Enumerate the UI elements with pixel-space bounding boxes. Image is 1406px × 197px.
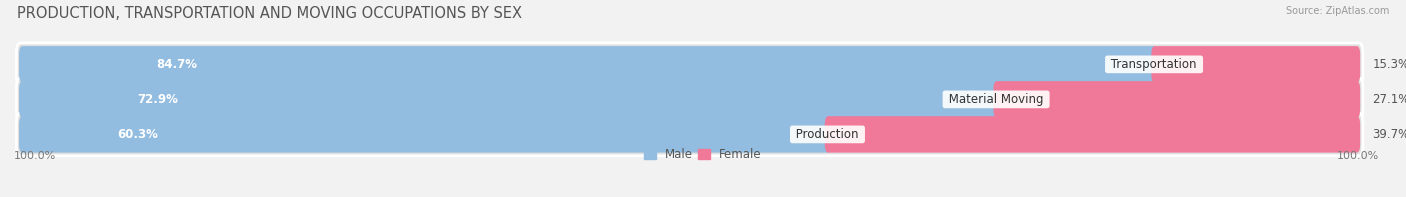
Text: PRODUCTION, TRANSPORTATION AND MOVING OCCUPATIONS BY SEX: PRODUCTION, TRANSPORTATION AND MOVING OC… bbox=[17, 6, 522, 21]
Text: 100.0%: 100.0% bbox=[1337, 151, 1379, 161]
Text: 39.7%: 39.7% bbox=[1372, 128, 1406, 141]
FancyBboxPatch shape bbox=[20, 81, 1000, 118]
Text: Material Moving: Material Moving bbox=[945, 93, 1047, 106]
Text: 27.1%: 27.1% bbox=[1372, 93, 1406, 106]
Text: 100.0%: 100.0% bbox=[14, 151, 56, 161]
Legend: Male, Female: Male, Female bbox=[644, 148, 762, 161]
FancyBboxPatch shape bbox=[17, 78, 1362, 121]
FancyBboxPatch shape bbox=[17, 113, 1362, 156]
FancyBboxPatch shape bbox=[17, 43, 1362, 86]
FancyBboxPatch shape bbox=[994, 81, 1360, 118]
Text: Source: ZipAtlas.com: Source: ZipAtlas.com bbox=[1285, 6, 1389, 16]
Text: Production: Production bbox=[793, 128, 863, 141]
FancyBboxPatch shape bbox=[1152, 46, 1360, 83]
Text: Transportation: Transportation bbox=[1108, 58, 1201, 71]
FancyBboxPatch shape bbox=[20, 46, 1157, 83]
Text: 60.3%: 60.3% bbox=[117, 128, 157, 141]
FancyBboxPatch shape bbox=[825, 116, 1360, 153]
Text: 15.3%: 15.3% bbox=[1372, 58, 1406, 71]
Text: 84.7%: 84.7% bbox=[156, 58, 197, 71]
FancyBboxPatch shape bbox=[20, 116, 831, 153]
Text: 72.9%: 72.9% bbox=[138, 93, 179, 106]
